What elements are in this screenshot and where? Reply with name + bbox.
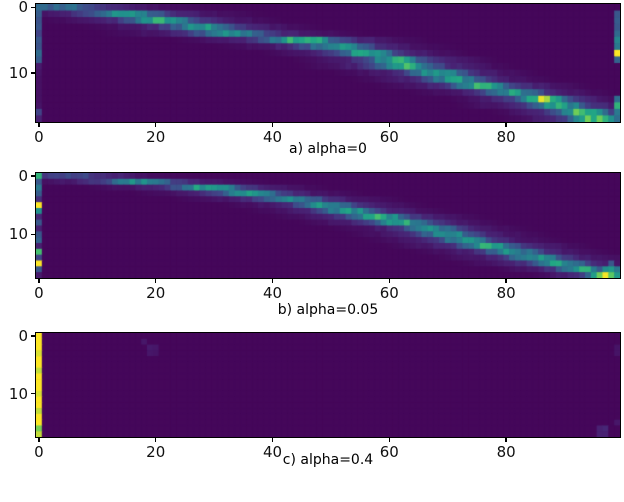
heatmap-canvas-b [36, 173, 620, 278]
x-tick-mark-c-20 [154, 438, 157, 442]
x-tick-mark-b-60 [388, 279, 391, 283]
x-tick-mark-b-20 [154, 279, 157, 283]
x-tick-mark-a-0 [38, 123, 40, 127]
caption-b: b) alpha=0.05 [277, 302, 379, 318]
x-tick-mark-a-80 [505, 123, 507, 127]
y-tick-mark-c-10 [31, 392, 35, 395]
y-tick-mark-c-0 [31, 335, 35, 337]
x-tick-label-b-40: 40 [262, 284, 283, 302]
y-tick-label-a-0: 0 [18, 0, 28, 17]
x-tick-label-c-20: 20 [146, 443, 166, 461]
heatmap-canvas-c [36, 333, 620, 437]
y-tick-mark-b-0 [31, 175, 35, 177]
heatmap-panel-c [35, 332, 621, 438]
y-tick-label-c-0: 0 [18, 326, 28, 345]
y-tick-mark-a-10 [31, 72, 35, 74]
y-tick-mark-b-10 [31, 233, 35, 235]
x-tick-label-b-80: 80 [496, 284, 516, 302]
x-tick-mark-a-60 [388, 123, 391, 127]
x-tick-label-c-80: 80 [496, 443, 516, 461]
heatmap-panel-a [35, 3, 621, 123]
y-tick-mark-a-0 [31, 6, 35, 9]
x-tick-label-c-40: 40 [262, 443, 283, 461]
y-tick-label-b-0: 0 [18, 166, 28, 185]
x-tick-mark-c-80 [505, 438, 507, 442]
heatmap-panel-b [35, 172, 621, 279]
caption-a: a) alpha=0 [289, 141, 367, 157]
y-tick-label-b-10: 10 [8, 225, 28, 244]
x-tick-mark-a-40 [271, 123, 274, 127]
x-tick-label-c-60: 60 [379, 443, 399, 461]
x-tick-label-b-0: 0 [34, 284, 44, 302]
x-tick-mark-b-40 [271, 279, 274, 283]
x-tick-label-a-80: 80 [496, 128, 516, 146]
y-tick-label-c-10: 10 [8, 384, 28, 403]
x-tick-mark-c-0 [38, 438, 40, 442]
x-tick-label-a-40: 40 [262, 128, 283, 146]
x-tick-label-b-20: 20 [146, 284, 166, 302]
x-tick-mark-b-0 [38, 279, 40, 283]
heatmap-canvas-a [36, 4, 620, 122]
x-tick-mark-c-40 [271, 438, 274, 442]
y-tick-label-a-10: 10 [8, 63, 28, 82]
x-tick-label-a-60: 60 [379, 128, 399, 146]
x-tick-mark-b-80 [505, 279, 507, 283]
x-tick-mark-a-20 [154, 123, 157, 127]
x-tick-label-a-20: 20 [146, 128, 166, 146]
x-tick-label-b-60: 60 [379, 284, 399, 302]
x-tick-mark-c-60 [388, 438, 391, 442]
x-tick-label-c-0: 0 [34, 443, 44, 461]
caption-c: c) alpha=0.4 [282, 452, 374, 468]
x-tick-label-a-0: 0 [34, 128, 44, 146]
